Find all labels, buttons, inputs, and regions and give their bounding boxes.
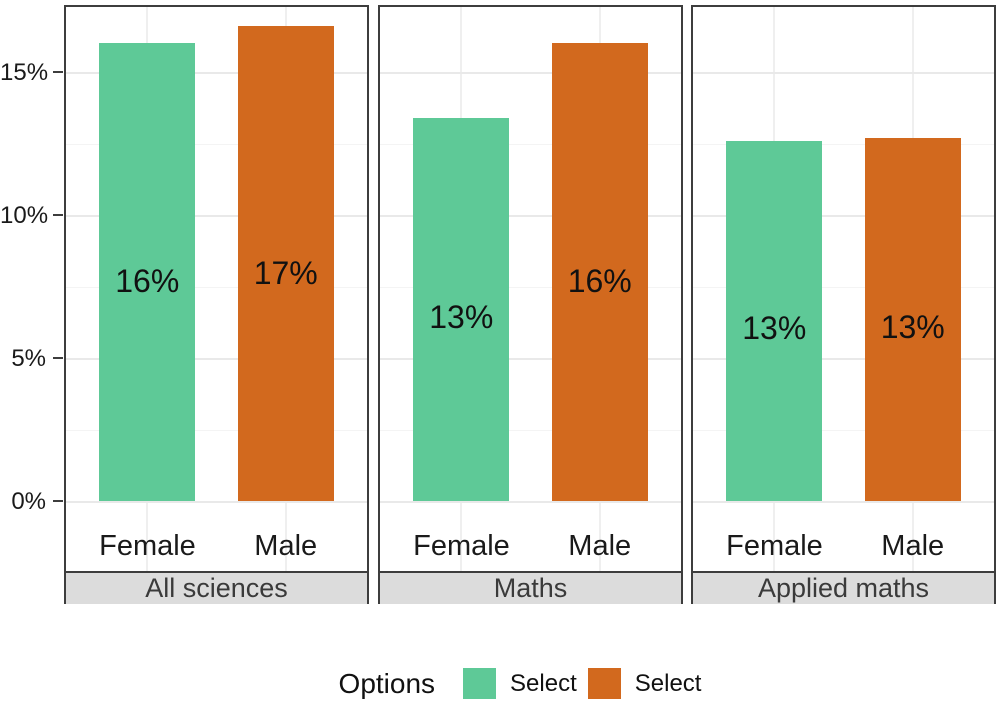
y-tick-label-10: 10% bbox=[0, 202, 49, 229]
legend-item-female[interactable]: Select bbox=[463, 668, 577, 699]
legend-item-label: Select bbox=[634, 669, 702, 697]
bar-value-label: 17% bbox=[253, 255, 318, 292]
bar-value-label: 16% bbox=[115, 263, 180, 300]
x-category-label-male: Male bbox=[254, 530, 318, 562]
bar-male bbox=[237, 26, 334, 501]
legend-title: Options bbox=[338, 667, 436, 699]
gridline bbox=[693, 287, 994, 288]
gridline bbox=[66, 144, 367, 145]
x-category-label-male: Male bbox=[568, 530, 632, 562]
gridline bbox=[380, 144, 681, 145]
bar-value-label: 16% bbox=[567, 263, 632, 300]
legend-item-label: Select bbox=[510, 669, 577, 697]
y-tick-mark bbox=[53, 214, 63, 216]
bar-female bbox=[726, 140, 823, 501]
gridline bbox=[380, 72, 681, 74]
y-tick-label-15: 15% bbox=[0, 59, 49, 86]
facet-strip: Applied maths bbox=[693, 571, 994, 604]
plot-area: 13% 13% Female Male bbox=[693, 7, 994, 571]
gridline bbox=[66, 430, 367, 431]
x-category-label-female: Female bbox=[413, 530, 510, 562]
legend-swatch-male bbox=[587, 668, 621, 699]
bar-value-label: 13% bbox=[880, 308, 945, 345]
y-tick-mark bbox=[53, 500, 63, 502]
gridline bbox=[66, 501, 367, 503]
plot-area: 13% 16% Female Male bbox=[380, 7, 681, 571]
gridline bbox=[693, 430, 994, 431]
y-tick-mark bbox=[53, 71, 63, 73]
facet-panel-all-sciences: 16% 17% Female Male All sciences bbox=[64, 5, 369, 604]
gridline bbox=[693, 215, 994, 217]
facet-strip-label: Applied maths bbox=[757, 573, 930, 603]
bar-female bbox=[99, 43, 196, 501]
bar-male bbox=[551, 43, 648, 501]
plot-area: 16% 17% Female Male bbox=[66, 7, 367, 571]
bar-female bbox=[413, 117, 510, 501]
gridline bbox=[380, 287, 681, 288]
gridline bbox=[693, 501, 994, 503]
gridline bbox=[66, 215, 367, 217]
x-category-label-female: Female bbox=[726, 530, 823, 562]
bar-value-label: 13% bbox=[429, 299, 494, 335]
y-tick-mark bbox=[53, 357, 63, 359]
bar-male bbox=[864, 137, 961, 501]
gridline bbox=[693, 144, 994, 145]
facet-strip-label: Maths bbox=[493, 573, 568, 603]
legend: Options Select Select bbox=[40, 662, 1000, 705]
y-tick-label-0: 0% bbox=[11, 488, 46, 515]
gridline bbox=[693, 358, 994, 360]
gridline bbox=[380, 430, 681, 431]
gridline bbox=[66, 72, 367, 74]
facet-strip: All sciences bbox=[66, 571, 367, 604]
facet-panel-applied-maths: 13% 13% Female Male Applied maths bbox=[691, 5, 996, 604]
legend-swatch-female bbox=[463, 668, 497, 699]
gridline bbox=[66, 358, 367, 360]
facet-strip: Maths bbox=[380, 571, 681, 604]
facet-strip-label: All sciences bbox=[145, 573, 288, 603]
y-tick-label-5: 5% bbox=[11, 345, 46, 372]
gridline bbox=[380, 501, 681, 503]
x-category-label-female: Female bbox=[99, 530, 196, 562]
x-category-label-male: Male bbox=[881, 530, 945, 562]
gridline bbox=[380, 358, 681, 360]
legend-item-male[interactable]: Select bbox=[587, 668, 702, 699]
bar-value-label: 13% bbox=[742, 310, 807, 346]
gridline bbox=[380, 215, 681, 217]
gridline bbox=[693, 72, 994, 74]
facet-panel-maths: 13% 16% Female Male Maths bbox=[378, 5, 683, 604]
gridline bbox=[66, 287, 367, 288]
